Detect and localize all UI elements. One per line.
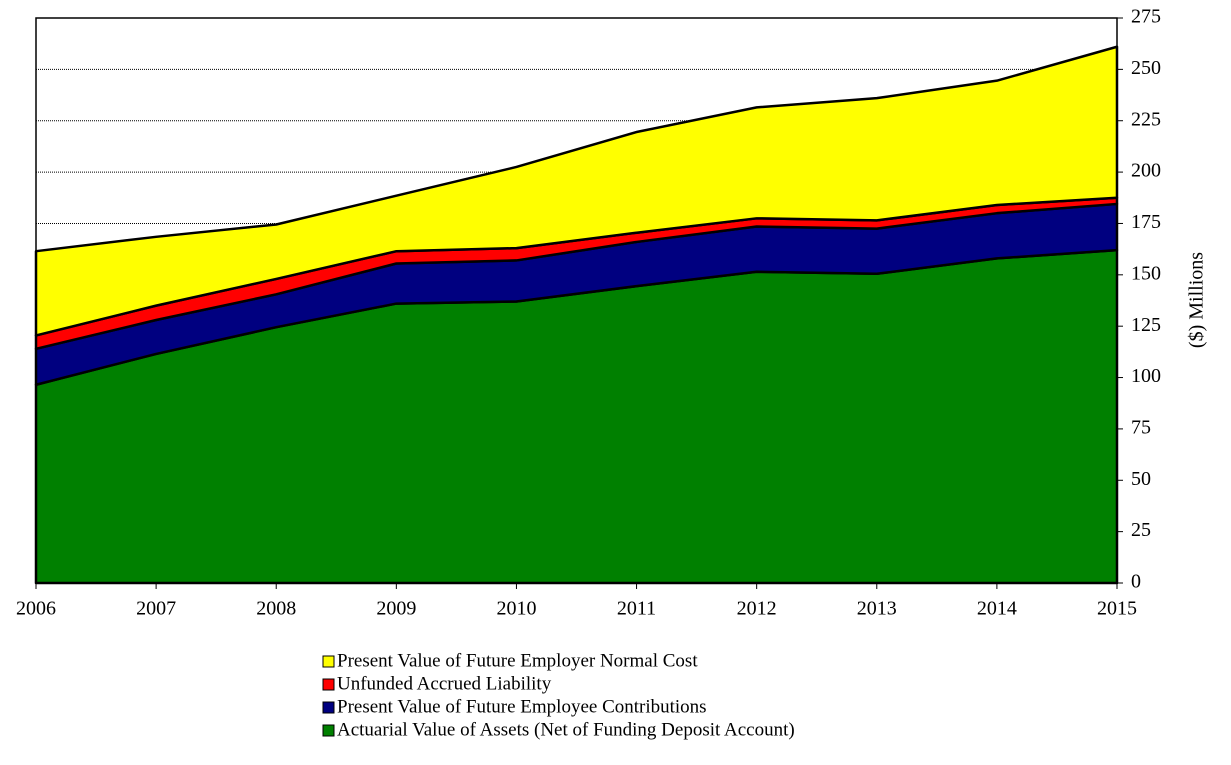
x-tick-label: 2015 — [1097, 598, 1137, 620]
x-tick-label: 2007 — [136, 598, 176, 620]
y-tick-label: 0 — [1131, 571, 1141, 593]
legend-swatch — [322, 701, 335, 714]
x-tick-label: 2011 — [617, 598, 656, 620]
y-tick-label: 225 — [1131, 108, 1161, 130]
y-tick-label: 150 — [1131, 262, 1161, 284]
legend-label: Present Value of Future Employee Contrib… — [337, 696, 707, 717]
y-tick-label: 50 — [1131, 468, 1151, 490]
y-tick-label: 125 — [1131, 314, 1161, 336]
plot-border — [35, 17, 1118, 584]
y-tick-label: 200 — [1131, 160, 1161, 182]
legend-label: Unfunded Accrued Liability — [337, 673, 552, 694]
x-tick-label: 2012 — [737, 598, 777, 620]
x-tick-label: 2014 — [977, 598, 1017, 620]
y-tick-label: 250 — [1131, 57, 1161, 79]
legend-swatch — [322, 724, 335, 737]
x-tick-label: 2006 — [16, 598, 56, 620]
legend: Actuarial Value of Assets (Net of Fundin… — [322, 650, 795, 740]
x-tick-label: 2010 — [496, 598, 536, 620]
x-tick-label: 2009 — [376, 598, 416, 620]
legend-label: Actuarial Value of Assets (Net of Fundin… — [337, 719, 795, 740]
y-axis-label: ($) Millions — [1186, 252, 1208, 348]
x-tick-label: 2008 — [256, 598, 296, 620]
y-tick-label: 275 — [1131, 6, 1161, 28]
x-tick-label: 2013 — [857, 598, 897, 620]
y-tick-label: 25 — [1131, 519, 1151, 541]
legend-swatch — [322, 678, 335, 691]
y-tick-label: 75 — [1131, 417, 1151, 439]
y-tick-label: 100 — [1131, 365, 1161, 387]
y-tick-label: 175 — [1131, 211, 1161, 233]
legend-label: Present Value of Future Employer Normal … — [337, 650, 698, 671]
legend-swatch — [322, 655, 335, 668]
